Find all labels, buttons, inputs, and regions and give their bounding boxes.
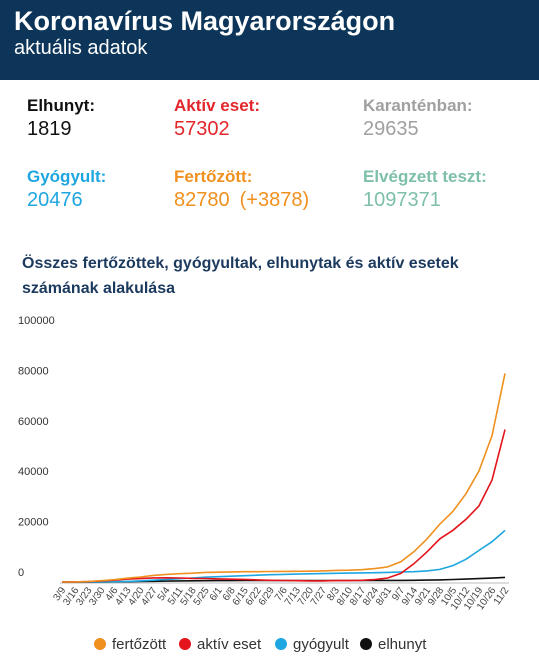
legend-label: elhunyt — [378, 636, 427, 653]
series-line — [61, 373, 506, 583]
series-line — [62, 529, 506, 583]
series-line — [61, 429, 506, 583]
stat-label: Fertőzött: — [174, 167, 253, 186]
y-tick-label: 80000 — [18, 365, 49, 377]
x-tick-label: 11/2 — [492, 585, 512, 607]
stat: Aktív eset: 57302 — [174, 96, 260, 141]
legend-marker — [179, 638, 191, 650]
stat-value: 20476 — [27, 189, 106, 212]
title: Koronavírus Magyarországon — [14, 6, 396, 36]
stat-value: 1097371 — [363, 189, 487, 212]
legend-marker — [360, 638, 372, 650]
legend-marker — [275, 638, 287, 650]
stat: Elhunyt: 1819 — [27, 96, 95, 141]
y-tick-label: 20000 — [18, 517, 49, 529]
legend-label: gyógyult — [293, 636, 350, 653]
y-tick-label: 100000 — [18, 315, 55, 327]
chart-title: Összes fertőzöttek, gyógyultak, elhunyta… — [22, 253, 459, 297]
chart: Összes fertőzöttek, gyógyultak, elhunyta… — [18, 253, 512, 653]
stat-label: Elhunyt: — [27, 96, 95, 115]
stat-value: 57302 — [174, 118, 260, 141]
y-tick-label: 40000 — [18, 466, 49, 478]
stat-label: Aktív eset: — [174, 96, 260, 115]
y-tick-label: 60000 — [18, 416, 49, 428]
stat-number: 1819 — [27, 118, 72, 140]
stat-number: 57302 — [174, 118, 230, 140]
stat-number: 20476 — [27, 189, 83, 211]
stat-number: 82780 — [174, 189, 230, 211]
stat-label: Elvégzett teszt: — [363, 167, 487, 186]
stat: Elvégzett teszt: 1097371 — [363, 167, 487, 212]
stat-value: 1819 — [27, 118, 95, 141]
stat-label: Karanténban: — [363, 96, 473, 115]
stat-change: (+3878) — [239, 189, 310, 211]
stat-number: 29635 — [363, 118, 419, 140]
stat-value: 82780 (+3878) — [174, 189, 309, 212]
stat: Karanténban: 29635 — [363, 96, 473, 141]
legend-label: aktív eset — [197, 636, 262, 653]
legend-label: fertőzött — [112, 636, 167, 653]
y-tick-label: 0 — [18, 567, 24, 579]
subtitle: aktuális adatok — [14, 37, 148, 59]
stat: Gyógyult: 20476 — [27, 167, 106, 212]
stat-label: Gyógyult: — [27, 167, 107, 186]
stat-number: 1097371 — [363, 189, 441, 211]
header: Koronavírus Magyarországon aktuális adat… — [0, 0, 539, 80]
stat-value: 29635 — [363, 118, 473, 141]
legend-marker — [94, 638, 106, 650]
stat: Fertőzött: 82780 (+3878) — [174, 167, 309, 212]
